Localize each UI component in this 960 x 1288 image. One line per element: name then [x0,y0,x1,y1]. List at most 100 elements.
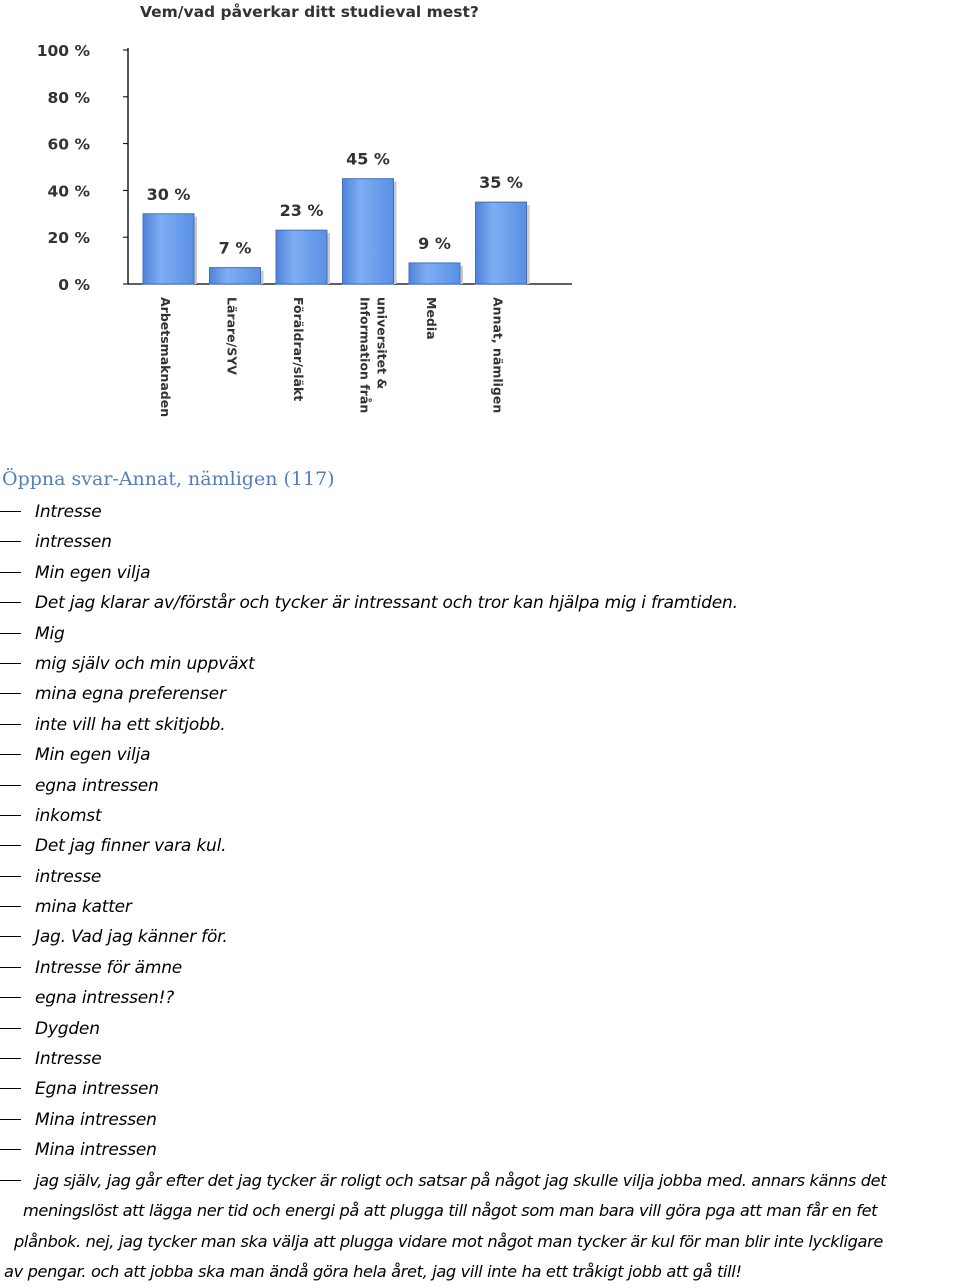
dash-bullet [0,1027,21,1029]
y-tick-label: 100 % [37,42,91,60]
x-tick-label-line: Media [424,297,439,340]
y-tick-label: 0 % [58,276,90,294]
y-axis: 0 % 20 % 40 % 60 % 80 % 100 % [37,42,572,294]
answer-text: Mina intressen [35,1140,157,1161]
bar [475,201,527,285]
dash-bullet [0,814,21,816]
bar [342,178,394,285]
answer-item: Intresse [0,497,958,527]
dash-bullet [0,1149,21,1151]
bar-value-label: 35 % [479,173,523,192]
answer-text: mig själv och min uppväxt [35,653,255,674]
answer-item: egna intressen!? [0,983,958,1013]
dash-bullet [0,1180,21,1181]
x-tick-label-line: Arbetsmaknaden [158,297,173,417]
answer-text: Intresse för ämne [35,957,183,978]
bar-value-label: 45 % [346,150,390,169]
answer-text: Mig [35,623,65,644]
dash-bullet [0,571,21,573]
answer-text: egna intressen [35,775,159,796]
dash-bullet [0,845,21,847]
answer-item: mina egna preferenser [0,679,958,709]
answer-item: inte vill ha ett skitjobb. [0,710,958,740]
long-answer-line: jag själv, jag går efter det jag tycker … [35,1171,887,1190]
dash-bullet [0,632,21,634]
bar [209,267,261,285]
x-tick-label: Annat, nämligen [491,297,506,413]
answer-text: Jag. Vad jag känner för. [35,927,228,948]
open-answers-heading: Öppna svar-Annat, nämligen (117) [2,468,335,490]
x-tick-label: Information från universitet & [358,297,390,413]
bar [275,229,328,285]
chart-title: Vem/vad påverkar ditt studieval mest? [140,2,479,21]
y-tick-label: 60 % [48,136,91,154]
dash-bullet [0,966,21,968]
bar-value-label: 9 % [418,234,451,253]
answer-item: Dygden [0,1014,958,1044]
x-axis-labels: Arbetsmaknaden Lärare/SYV Föräldrar/släkt I… [158,297,506,417]
bar [408,262,461,285]
dash-bullet [0,754,21,756]
answer-item: intressen [0,527,958,557]
x-tick-label-line: Information från [358,297,373,413]
dash-bullet [0,723,21,725]
answer-text: Min egen vilja [35,562,151,583]
answer-text: Dygden [35,1018,100,1039]
dash-bullet [0,693,21,695]
answer-text: intressen [35,532,112,553]
x-tick-label-line: Lärare/SYV [225,297,240,375]
x-tick-label: Arbetsmaknaden [158,297,173,417]
answer-item: Min egen vilja [0,558,958,588]
bars: 30 % 7 % 23 % 45 % 9 % 35 % [142,150,530,285]
x-tick-label-line: Annat, nämligen [491,297,506,413]
x-tick-label: Föräldrar/släkt [291,297,306,401]
bar-chart: Vem/vad påverkar ditt studieval mest? 0 … [37,2,572,417]
dash-bullet [0,997,21,999]
answer-item: Intresse [0,1044,958,1074]
answer-item: Det jag finner vara kul. [0,831,958,861]
dash-bullet [0,602,21,604]
answer-text: intresse [35,866,102,887]
long-answer-item: jag själv, jag går efter det jag tycker … [0,1166,960,1288]
answer-text: mina katter [35,897,132,918]
bar-value-label: 7 % [219,239,252,258]
answer-text: Intresse [35,502,102,522]
answer-item: intresse [0,862,958,892]
bar-value-label: 23 % [280,201,324,220]
dash-bullet [0,875,21,877]
bar [142,213,195,285]
x-tick-label-line: Föräldrar/släkt [291,297,306,401]
answer-item: mig själv och min uppväxt [0,649,958,679]
answer-text: Det jag finner vara kul. [35,836,227,857]
long-answer-line: av pengar. och att jobba ska man ändå gö… [4,1262,742,1282]
dash-bullet [0,1058,21,1060]
answer-item: Mina intressen [0,1105,958,1135]
answer-text: egna intressen!? [35,988,175,1009]
answer-text: inte vill ha ett skitjobb. [35,714,226,735]
open-answers-list: Intresse intressen Min egen vilja Det jag k… [0,497,958,1166]
y-tick-label: 80 % [48,89,91,107]
answer-text: Intresse [35,1049,102,1070]
answer-text: Det jag klarar av/förstår och tycker är … [35,593,738,614]
answer-text: inkomst [35,805,102,826]
dash-bullet [0,1088,21,1090]
long-answer-line: plånbok. nej, jag tycker man ska välja a… [14,1231,884,1251]
answer-item: Det jag klarar av/förstår och tycker är … [0,588,958,618]
dash-bullet [0,784,21,786]
y-tick-label: 40 % [48,182,91,200]
answer-item: Mina intressen [0,1135,958,1165]
dash-bullet [0,1118,21,1120]
dash-bullet [0,662,21,664]
dash-bullet [0,906,21,908]
dash-bullet [0,541,21,543]
answer-item: Jag. Vad jag känner för. [0,922,958,952]
answer-item: Min egen vilja [0,740,958,770]
answer-item: Egna intressen [0,1074,958,1104]
answer-text: mina egna preferenser [35,684,226,705]
answer-text: Mina intressen [35,1109,157,1130]
answer-text: Min egen vilja [35,745,151,766]
x-tick-label: Lärare/SYV [225,297,240,375]
y-tick-label: 20 % [48,229,91,247]
long-answer-line: meningslöst att lägga ner tid och energi… [23,1201,878,1221]
dash-bullet [0,936,21,938]
